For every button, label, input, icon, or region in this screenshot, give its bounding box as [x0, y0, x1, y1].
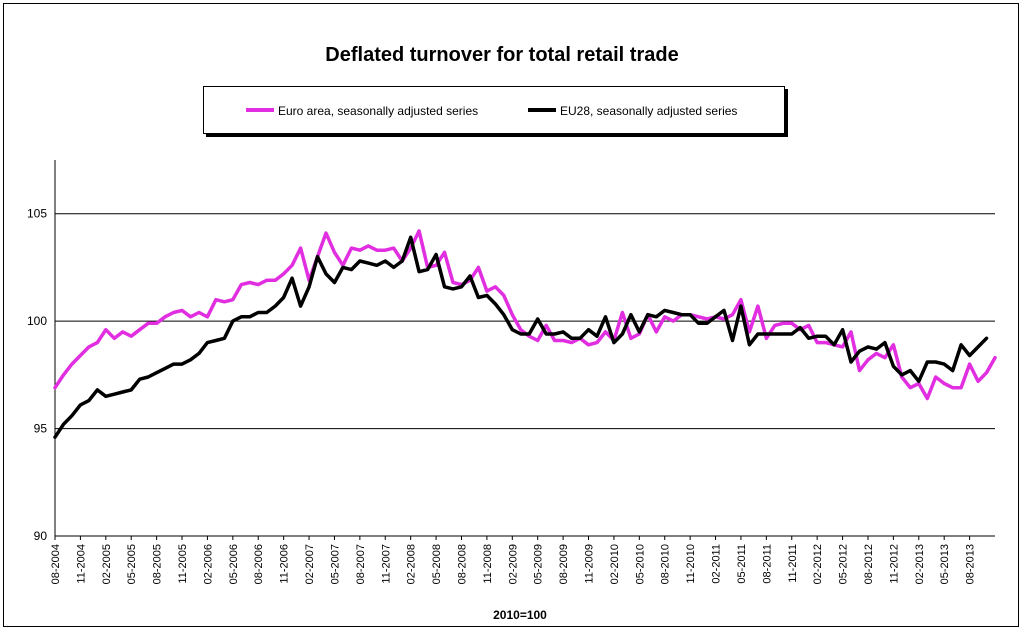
x-tick-label-08-2013: 08-2013: [965, 544, 977, 584]
x-tick-label-08-2008: 08-2008: [456, 544, 468, 584]
x-tick-label-02-2007: 02-2007: [304, 544, 316, 584]
x-tick-label-11-2006: 11-2006: [279, 544, 291, 584]
x-tick-label-08-2009: 08-2009: [558, 544, 570, 584]
chart-title: Deflated turnover for total retail trade: [325, 44, 679, 66]
x-tick-label-05-2009: 05-2009: [533, 544, 545, 584]
x-tick-label-05-2005: 05-2005: [126, 544, 138, 584]
y-tick-label-105: 105: [27, 207, 47, 221]
x-tick-label-05-2011: 05-2011: [736, 544, 748, 584]
x-tick-label-11-2004: 11-2004: [75, 544, 87, 584]
x-tick-label-11-2011: 11-2011: [787, 544, 799, 583]
x-tick-label-08-2005: 08-2005: [152, 544, 164, 584]
legend-swatch-euro-area: [246, 107, 274, 112]
chart-legend: Euro area, seasonally adjusted series EU…: [203, 86, 785, 134]
x-tick-label-02-2008: 02-2008: [406, 544, 418, 584]
legend-swatch-eu28: [528, 107, 556, 112]
x-tick-label-08-2004: 08-2004: [50, 544, 62, 584]
x-tick-label-02-2005: 02-2005: [101, 544, 113, 584]
legend-label-euro-area: Euro area, seasonally adjusted series: [278, 104, 479, 118]
x-tick-label-02-2012: 02-2012: [812, 544, 824, 584]
x-tick-label-02-2013: 02-2013: [914, 544, 926, 584]
x-tick-label-11-2010: 11-2010: [685, 544, 697, 584]
x-tick-label-08-2007: 08-2007: [355, 544, 367, 584]
x-tick-label-11-2012: 11-2012: [888, 544, 900, 584]
x-tick-label-08-2012: 08-2012: [863, 544, 875, 584]
x-tick-label-05-2013: 05-2013: [939, 544, 951, 584]
x-tick-label-02-2006: 02-2006: [202, 544, 214, 584]
x-tick-label-08-2011: 08-2011: [761, 544, 773, 584]
legend-entry-eu28: EU28, seasonally adjusted series: [528, 104, 737, 118]
x-tick-label-11-2005: 11-2005: [177, 544, 189, 584]
x-tick-label-02-2010: 02-2010: [609, 544, 621, 584]
x-tick-label-11-2009: 11-2009: [584, 544, 596, 584]
series-line-euro-area: [53, 229, 997, 401]
x-tick-label-02-2011: 02-2011: [711, 544, 723, 584]
x-tick-label-05-2010: 05-2010: [634, 544, 646, 584]
x-tick-label-05-2007: 05-2007: [329, 544, 341, 584]
x-tick-label-11-2008: 11-2008: [482, 544, 494, 584]
x-tick-label-05-2012: 05-2012: [838, 544, 850, 584]
x-tick-label-05-2006: 05-2006: [228, 544, 240, 584]
x-tick-label-08-2010: 08-2010: [660, 544, 672, 584]
legend-entry-euro-area: Euro area, seasonally adjusted series: [246, 104, 478, 118]
y-tick-label-100: 100: [27, 314, 47, 328]
legend-label-eu28: EU28, seasonally adjusted series: [560, 104, 738, 118]
y-tick-label-90: 90: [34, 529, 48, 543]
x-tick-label-11-2007: 11-2007: [380, 544, 392, 584]
series-line-eu28: [53, 235, 989, 439]
x-axis-title: 2010=100: [493, 608, 547, 622]
y-tick-label-95: 95: [34, 422, 48, 436]
x-tick-label-05-2008: 05-2008: [431, 544, 443, 584]
x-tick-label-02-2009: 02-2009: [507, 544, 519, 584]
x-tick-label-08-2006: 08-2006: [253, 544, 265, 584]
